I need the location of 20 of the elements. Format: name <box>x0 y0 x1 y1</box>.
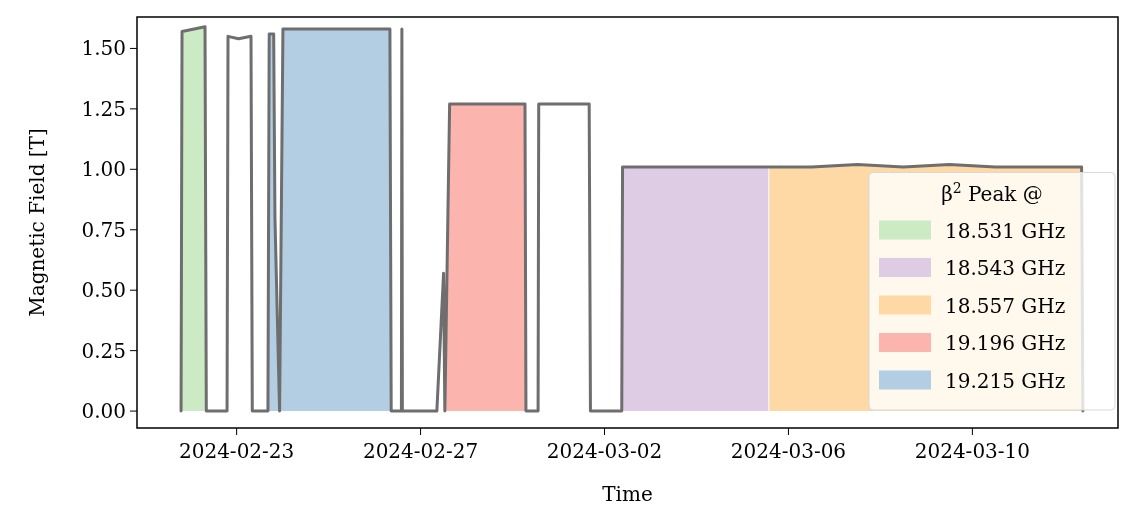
x-axis-title: Time <box>602 482 653 506</box>
y-tick-label: 0.75 <box>81 217 126 242</box>
y-axis-title: Magnetic Field [T] <box>25 128 49 317</box>
y-tick-label: 1.00 <box>81 157 126 182</box>
x-tick-label: 2024-02-23 <box>178 439 295 463</box>
x-tick-label: 2024-03-06 <box>730 439 847 463</box>
x-tick-label: 2024-03-02 <box>546 439 663 463</box>
legend-label: 19.196 GHz <box>945 331 1066 355</box>
y-tick-label: 0.00 <box>81 399 126 424</box>
y-tick-label: 0.25 <box>81 338 126 363</box>
legend-label: 18.531 GHz <box>945 218 1066 243</box>
y-tick-label: 1.50 <box>81 36 126 61</box>
legend-title: β$^{2}$ Peak @ <box>941 179 1043 206</box>
x-tick-label: 2024-03-10 <box>914 439 1031 463</box>
legend-label: 18.557 GHz <box>945 293 1066 318</box>
legend-label: 19.215 GHz <box>945 368 1066 393</box>
x-tick-label: 2024-02-27 <box>362 439 479 463</box>
legend-label: 18.543 GHz <box>945 256 1066 280</box>
y-tick-label: 1.25 <box>81 96 126 121</box>
y-tick-label: 0.50 <box>81 278 126 303</box>
